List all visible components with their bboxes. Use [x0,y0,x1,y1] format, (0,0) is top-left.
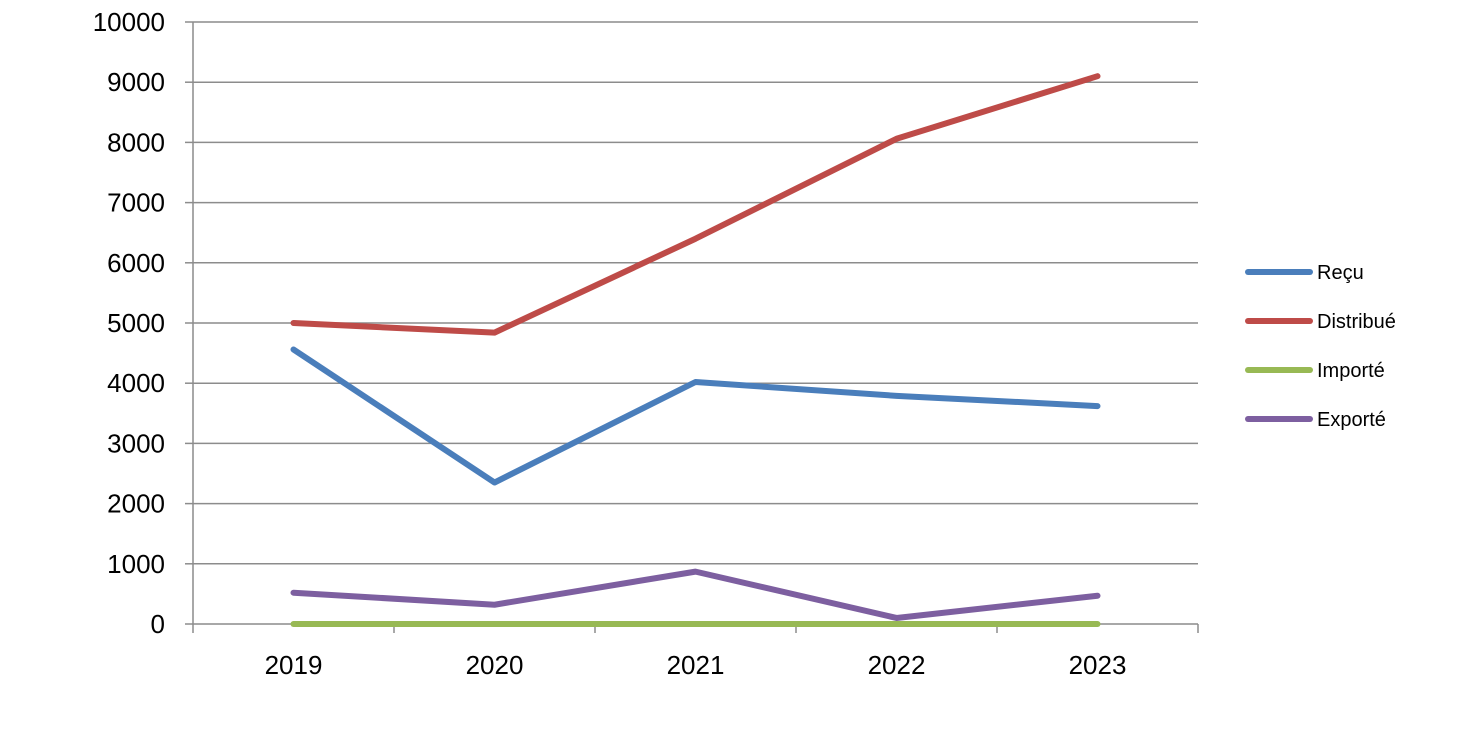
y-tick-label: 9000 [107,67,165,97]
y-tick-label: 2000 [107,489,165,519]
y-tick-label: 5000 [107,308,165,338]
series-line-distribué [294,76,1098,332]
legend-label: Exporté [1317,409,1386,431]
x-tick-label: 2021 [667,650,725,680]
y-tick-label: 0 [151,609,165,639]
x-tick-label: 2020 [466,650,524,680]
y-tick-label: 6000 [107,248,165,278]
series-line-exporté [294,572,1098,618]
x-tick-label: 2023 [1069,650,1127,680]
y-tick-label: 4000 [107,368,165,398]
series-lines [293,76,1097,624]
legend-label: Importé [1317,360,1385,382]
gridlines [193,22,1198,564]
series-line-reçu [294,349,1098,482]
y-tick-label: 10000 [93,7,165,37]
y-tick-label: 7000 [107,188,165,218]
x-tick-label: 2022 [868,650,926,680]
y-tick-label: 8000 [107,127,165,157]
legend-label: Reçu [1317,262,1364,284]
y-tick-label: 1000 [107,549,165,579]
y-tick-label: 3000 [107,428,165,458]
x-tick-label: 2019 [265,650,323,680]
legend-label: Distribué [1317,311,1396,333]
legend: Reçu Distribué Importé Exporté [1248,262,1396,431]
